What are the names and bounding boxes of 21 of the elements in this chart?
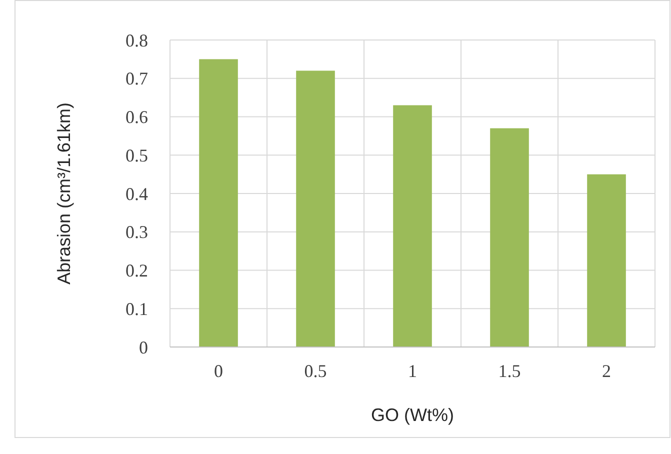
y-tick-label: 0.3 xyxy=(126,222,148,242)
y-tick-label: 0.6 xyxy=(126,107,148,128)
x-tick-label: 0 xyxy=(214,361,223,381)
bar xyxy=(296,70,335,347)
y-tick-label: 0 xyxy=(139,337,148,358)
bar xyxy=(393,105,432,347)
bar xyxy=(199,59,238,347)
bar xyxy=(587,174,626,347)
bar xyxy=(490,128,529,347)
y-tick-label: 0.8 xyxy=(126,30,148,50)
x-tick-label: 1.5 xyxy=(498,361,521,381)
y-tick-label: 0.1 xyxy=(126,298,148,319)
x-tick-label: 1 xyxy=(408,361,417,381)
y-tick-label: 0.5 xyxy=(126,145,148,166)
x-tick-label: 2 xyxy=(602,361,611,381)
y-axis-title: Abrasion (cm³/1.61km) xyxy=(54,102,74,285)
y-tick-label: 0.2 xyxy=(126,260,148,281)
x-tick-label: 0.5 xyxy=(304,361,327,381)
x-axis-title: GO (Wt%) xyxy=(371,405,454,425)
y-tick-label: 0.4 xyxy=(126,184,148,204)
y-tick-label: 0.7 xyxy=(126,68,148,89)
